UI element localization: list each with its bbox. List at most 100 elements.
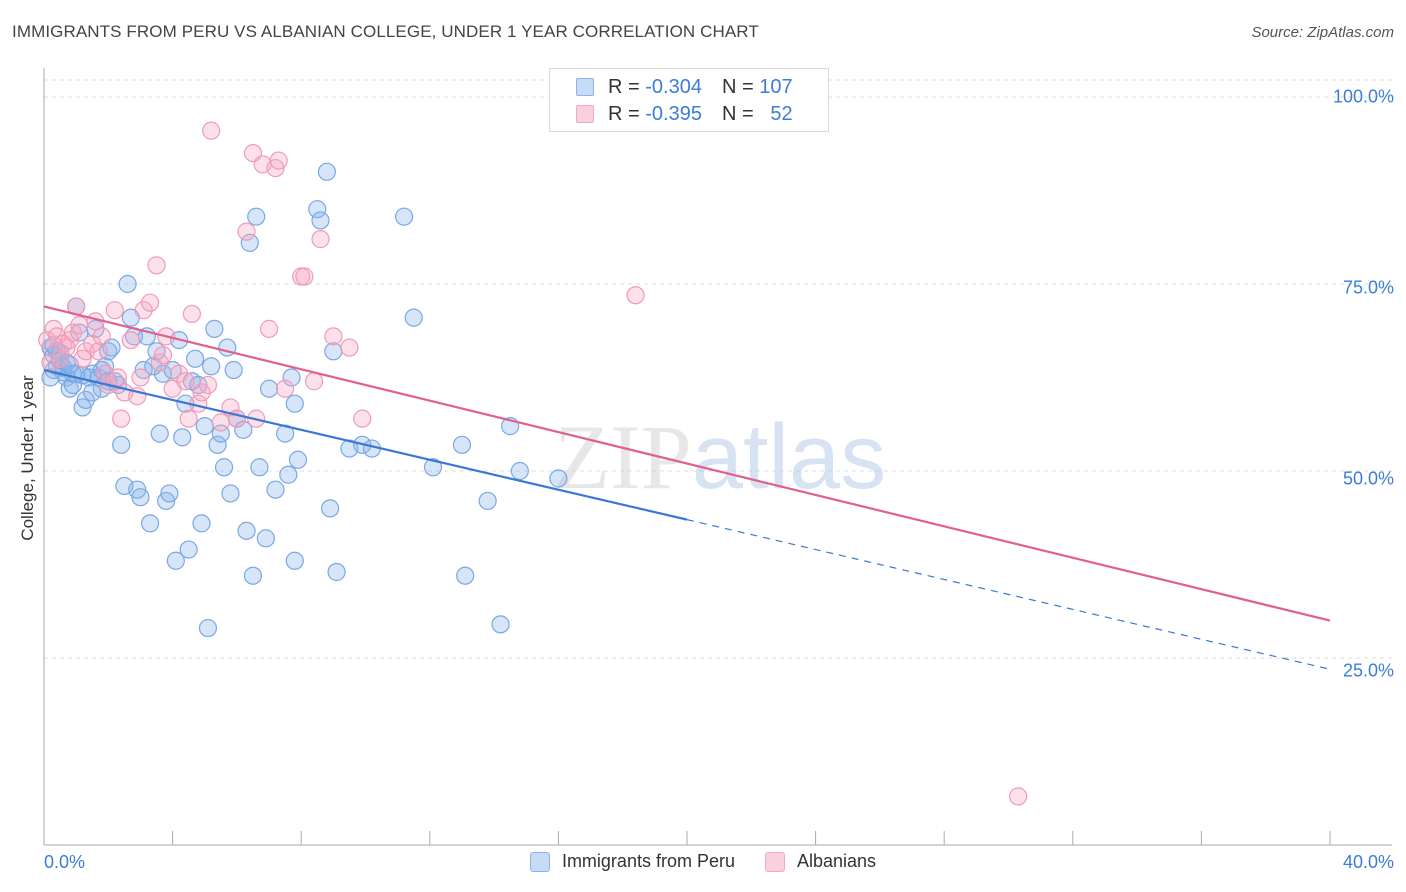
albanians-point (108, 368, 128, 387)
albanians-point (76, 342, 95, 361)
peru-point (282, 368, 301, 387)
albanians-point (237, 222, 256, 241)
stats-legend: R = -0.304 N = 107 R = -0.395 N = 52 (549, 68, 829, 132)
trend-lines (43, 305, 1331, 670)
y-tick-75: 75.0% (1342, 277, 1394, 298)
peru-point (240, 233, 259, 252)
albanians-point (324, 327, 343, 346)
albanians-point (169, 364, 189, 383)
x-tick-min: 0.0% (44, 852, 86, 872)
albanians-trend-line (43, 305, 1331, 622)
peru-trend-line (43, 368, 688, 521)
peru-point (208, 435, 227, 454)
albanians-point (112, 409, 131, 428)
peru-point (195, 417, 214, 436)
peru-point (160, 484, 179, 503)
peru-point (112, 435, 131, 454)
albanians-point (269, 151, 288, 170)
peru-point (153, 364, 173, 383)
peru-point (234, 420, 253, 439)
series-legend: Immigrants from Peru Albanians (0, 851, 1406, 872)
y-axis-label: College, Under 1 year (18, 375, 37, 541)
stats-row-peru: R = -0.304 N = 107 (576, 75, 793, 99)
peru-point (118, 274, 137, 294)
albanians-swatch (576, 105, 594, 123)
albanians-point (198, 375, 218, 395)
peru-point (256, 529, 275, 548)
peru-point (510, 461, 529, 481)
peru-trend-line-extension (686, 519, 1331, 670)
peru-point (259, 379, 279, 398)
peru-point (214, 458, 234, 477)
albanians-point (70, 316, 89, 335)
chart-source: Source: ZipAtlas.com (1251, 24, 1394, 41)
peru-point (205, 319, 224, 338)
peru-point (288, 450, 308, 469)
peru-point (321, 499, 340, 518)
legend-item-albanians[interactable]: Albanians (764, 851, 877, 872)
peru-point (221, 484, 240, 503)
albanians-point (311, 230, 330, 249)
albanians-point (92, 327, 111, 346)
peru-point (452, 435, 472, 454)
albanians-point (50, 349, 70, 368)
albanians-point (626, 286, 645, 305)
legend-item-peru[interactable]: Immigrants from Peru (529, 851, 735, 872)
peru-swatch (576, 78, 594, 96)
albanians-point (105, 301, 124, 320)
peru-point (76, 390, 95, 410)
albanians-point (153, 345, 173, 365)
peru-point (311, 211, 330, 230)
albanians-point (353, 409, 372, 428)
y-tick-100: 100.0% (1332, 86, 1394, 107)
legend-peru-label: Immigrants from Peru (561, 851, 735, 871)
peru-point (131, 488, 150, 507)
legend-albanians-swatch (764, 851, 785, 872)
peru-point (394, 207, 414, 226)
peru-point (327, 562, 346, 582)
albanians-point (131, 368, 150, 387)
albanians-point (340, 338, 359, 357)
peru-point (224, 360, 243, 380)
y-tick-50: 50.0% (1342, 468, 1394, 489)
albanians-point (89, 342, 108, 361)
peru-point (491, 615, 510, 634)
albanians-point (83, 334, 102, 353)
peru-point (150, 424, 169, 443)
x-tick-max: 40.0% (1342, 852, 1394, 872)
albanians-point (295, 267, 314, 286)
y-tick-25: 25.0% (1342, 660, 1394, 681)
peru-point (308, 200, 327, 219)
peru-point (423, 458, 443, 477)
watermark: ZIPatlas (554, 406, 886, 508)
peru-point (279, 465, 298, 484)
albanians-point (259, 319, 279, 338)
albanians-point (179, 409, 198, 428)
stats-row-albanians: R = -0.395 N = 52 (576, 102, 793, 126)
albanians-r-value: -0.395 (645, 102, 702, 125)
peru-n-value: 107 (759, 75, 793, 98)
peru-point (192, 514, 211, 533)
peru-point (317, 162, 337, 181)
peru-point (243, 566, 263, 585)
peru-n-label: N = (721, 75, 754, 98)
albanians-point (192, 383, 211, 402)
legend-albanians-label: Albanians (796, 851, 877, 871)
peru-point (140, 514, 160, 533)
peru-point (186, 349, 205, 368)
peru-r-value: -0.304 (645, 75, 702, 98)
peru-point (285, 551, 304, 570)
albanians-point (121, 331, 140, 350)
peru-point (549, 469, 568, 488)
peru-point (202, 357, 221, 376)
peru-point (250, 458, 269, 477)
albanians-r-label: R = (608, 102, 640, 125)
albanians-point (276, 379, 295, 398)
watermark-zip: ZIP (554, 406, 692, 508)
peru-point (266, 480, 285, 499)
chart-title: IMMIGRANTS FROM PERU VS ALBANIAN COLLEGE… (12, 22, 759, 41)
peru-point (237, 521, 256, 540)
peru-point (179, 540, 198, 559)
albanians-point (202, 121, 221, 140)
